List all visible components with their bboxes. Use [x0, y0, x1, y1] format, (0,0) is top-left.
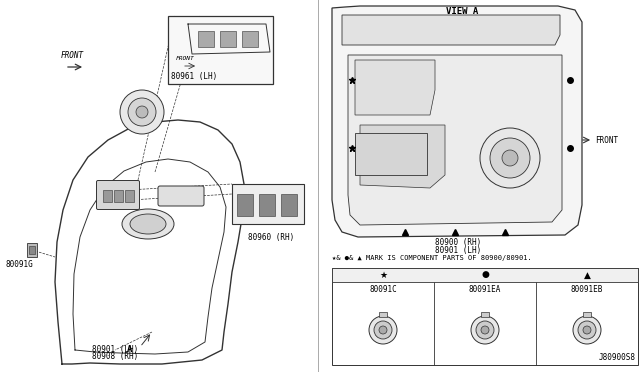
Bar [583, 312, 591, 317]
Text: ●: ● [481, 270, 489, 279]
Text: 80960 (RH): 80960 (RH) [248, 233, 294, 242]
Bar [198, 31, 214, 47]
Bar [355, 133, 427, 175]
Ellipse shape [122, 209, 174, 239]
Circle shape [136, 106, 148, 118]
Circle shape [481, 326, 489, 334]
Bar [232, 184, 304, 224]
Bar [379, 312, 387, 317]
Bar [114, 190, 123, 202]
Bar [281, 194, 297, 216]
Bar [220, 31, 236, 47]
Bar [168, 16, 273, 84]
Text: 80091G: 80091G [5, 260, 33, 269]
Circle shape [128, 98, 156, 126]
Ellipse shape [130, 214, 166, 234]
Text: A: A [127, 345, 132, 354]
Bar [27, 243, 37, 257]
Polygon shape [360, 125, 445, 188]
Bar [29, 246, 35, 254]
Bar [242, 31, 258, 47]
Bar [332, 268, 638, 365]
Text: ★& ●& ▲ MARK IS COMPONENT PARTS OF 80900/80901.: ★& ●& ▲ MARK IS COMPONENT PARTS OF 80900… [332, 255, 532, 261]
FancyBboxPatch shape [97, 180, 140, 209]
Text: ▲: ▲ [584, 270, 591, 279]
Polygon shape [355, 60, 435, 115]
Bar [125, 190, 134, 202]
Circle shape [578, 321, 596, 339]
Text: 80901 (LH): 80901 (LH) [435, 246, 481, 255]
Circle shape [471, 316, 499, 344]
Text: 80908 (RH): 80908 (RH) [92, 352, 138, 361]
Text: ★: ★ [379, 270, 387, 279]
Text: VIEW A: VIEW A [446, 7, 478, 16]
Circle shape [374, 321, 392, 339]
Bar [103, 190, 112, 202]
Polygon shape [348, 55, 562, 225]
Text: FRONT: FRONT [595, 135, 618, 144]
Circle shape [583, 326, 591, 334]
Circle shape [120, 90, 164, 134]
Circle shape [502, 150, 518, 166]
Circle shape [480, 128, 540, 188]
Text: FRONT: FRONT [176, 56, 195, 61]
Circle shape [476, 321, 494, 339]
Circle shape [369, 316, 397, 344]
Circle shape [490, 138, 530, 178]
Text: J80900S8: J80900S8 [599, 353, 636, 362]
Polygon shape [332, 6, 582, 237]
Circle shape [379, 326, 387, 334]
Text: 80091C: 80091C [369, 285, 397, 294]
Text: 80091EA: 80091EA [469, 285, 501, 294]
FancyBboxPatch shape [158, 186, 204, 206]
Bar [481, 312, 489, 317]
Text: 80900 (RH): 80900 (RH) [435, 238, 481, 247]
Bar [259, 194, 275, 216]
Text: 80091EB: 80091EB [571, 285, 603, 294]
Circle shape [573, 316, 601, 344]
Bar [332, 268, 638, 282]
Polygon shape [342, 15, 560, 45]
Text: 80961 (LH): 80961 (LH) [171, 72, 217, 81]
Text: FRONT: FRONT [60, 51, 84, 60]
Bar [237, 194, 253, 216]
Text: 80901 (LH): 80901 (LH) [92, 345, 138, 354]
